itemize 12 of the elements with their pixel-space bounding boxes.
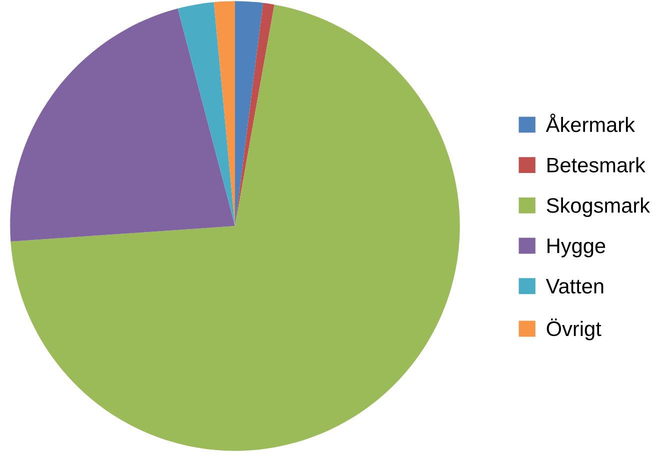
legend-label: Vatten xyxy=(546,279,604,294)
legend-label: Hygge xyxy=(548,238,606,258)
pie-slice xyxy=(235,1,264,226)
legend-label: Övrigt xyxy=(546,318,602,340)
legend-label: Betesmark xyxy=(548,157,646,172)
legend-label: Skogsmark xyxy=(546,198,650,217)
pie-slice xyxy=(214,1,235,226)
legend-label: Åkermark xyxy=(546,114,635,132)
pie-slice xyxy=(10,4,460,451)
pie-slice xyxy=(178,2,235,226)
pie-slice xyxy=(10,8,235,242)
pie-slice xyxy=(235,2,274,226)
